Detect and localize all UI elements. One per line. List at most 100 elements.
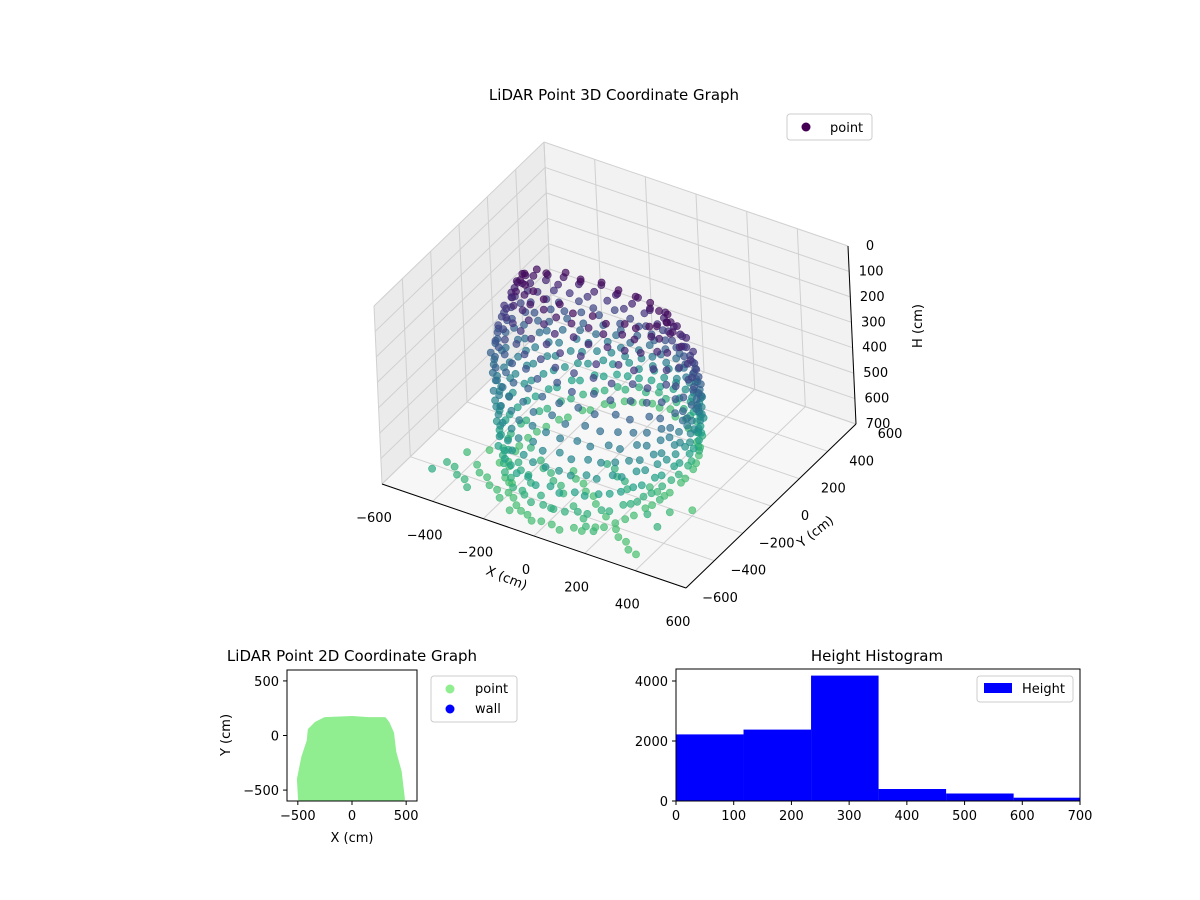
point-marker <box>686 438 694 447</box>
histogram-bar <box>811 675 879 801</box>
z-tick-label: 600 <box>864 392 889 407</box>
point-marker <box>617 473 626 481</box>
point-marker <box>508 446 516 455</box>
point-marker <box>514 458 523 467</box>
point-marker <box>428 464 436 473</box>
point-marker <box>582 522 590 531</box>
point-marker <box>509 483 517 492</box>
point-marker <box>655 307 663 315</box>
grid-left-y <box>373 305 383 485</box>
point-marker <box>542 428 550 437</box>
point-marker <box>675 427 683 436</box>
point-marker <box>692 395 701 403</box>
point-marker <box>621 515 630 524</box>
point-marker <box>600 386 609 395</box>
chart-3d-ticks: −600−400−2000200400600−600−400−200020040… <box>356 239 902 630</box>
point-marker <box>495 493 504 502</box>
point-marker <box>532 265 541 274</box>
x-tick-label: 700 <box>1068 809 1093 824</box>
point-marker <box>662 380 671 389</box>
point-marker <box>589 527 598 536</box>
point-marker <box>671 409 679 417</box>
y-tick-label: 400 <box>849 454 874 469</box>
point-marker <box>696 380 705 389</box>
point-marker <box>684 375 693 384</box>
point-marker <box>643 384 652 393</box>
histogram-bar <box>676 734 744 801</box>
point-marker <box>550 329 559 338</box>
point-marker <box>592 500 600 508</box>
x-tick-label: −200 <box>457 546 493 561</box>
point-marker <box>543 352 552 360</box>
point-marker <box>692 365 701 374</box>
z-tick-label: 200 <box>860 290 885 305</box>
point-marker <box>682 333 691 342</box>
point-marker <box>614 428 622 436</box>
point-marker <box>620 346 629 355</box>
point-marker <box>529 287 538 296</box>
point-marker <box>538 392 547 401</box>
point-marker <box>555 448 564 457</box>
point-marker <box>475 468 484 477</box>
point-marker <box>621 385 630 394</box>
point-marker <box>602 319 610 328</box>
point-marker <box>500 468 509 477</box>
point-marker <box>543 404 552 413</box>
grid-left-y <box>401 278 411 457</box>
point-marker <box>656 414 665 423</box>
point-marker <box>512 287 520 296</box>
point-marker <box>575 297 583 306</box>
point-marker <box>649 365 658 373</box>
point-marker <box>508 359 516 368</box>
chart-2d-title: LiDAR Point 2D Coordinate Graph <box>227 647 477 665</box>
point-marker <box>663 348 672 357</box>
point-marker <box>500 350 509 359</box>
point-marker <box>617 487 625 496</box>
grid-left-z <box>374 167 546 332</box>
point-marker <box>500 335 509 344</box>
chart-3d-legend: point <box>786 113 873 141</box>
point-marker <box>497 401 505 410</box>
point-marker <box>520 490 529 499</box>
point-marker <box>495 432 504 441</box>
point-marker <box>520 320 528 329</box>
point-marker <box>491 363 500 372</box>
point-marker <box>633 497 642 506</box>
point-marker <box>509 378 518 387</box>
point-marker <box>548 411 556 420</box>
point-marker <box>656 436 665 445</box>
point-marker <box>509 301 518 310</box>
point-marker <box>671 395 680 403</box>
point-marker <box>647 332 656 341</box>
point-marker <box>686 429 695 438</box>
histogram-bar <box>1013 797 1080 801</box>
point-marker <box>584 455 592 464</box>
point-marker <box>581 421 590 430</box>
point-marker <box>516 276 524 284</box>
grid-left-y <box>458 223 468 403</box>
chart-2d-xlabel: X (cm) <box>331 831 374 846</box>
y-tick-label: −600 <box>702 591 738 606</box>
point-marker <box>524 384 533 393</box>
point-marker <box>662 366 671 375</box>
grid-left-y <box>430 251 440 430</box>
point-marker <box>662 358 671 367</box>
point-marker <box>528 421 537 430</box>
point-marker <box>501 454 509 463</box>
point-marker <box>584 359 592 368</box>
point-marker <box>568 387 576 396</box>
point-marker <box>511 369 520 378</box>
point-marker <box>670 441 679 449</box>
point-marker <box>551 363 560 372</box>
point-marker <box>683 359 692 368</box>
point-marker <box>529 458 537 467</box>
point-marker <box>526 300 535 309</box>
point-marker <box>529 437 537 446</box>
point-marker <box>567 455 576 464</box>
point-marker <box>612 525 620 534</box>
point-marker <box>625 358 634 367</box>
point-marker <box>556 434 564 443</box>
point-marker <box>605 489 614 498</box>
point-marker <box>579 479 588 488</box>
point-marker <box>494 343 503 352</box>
